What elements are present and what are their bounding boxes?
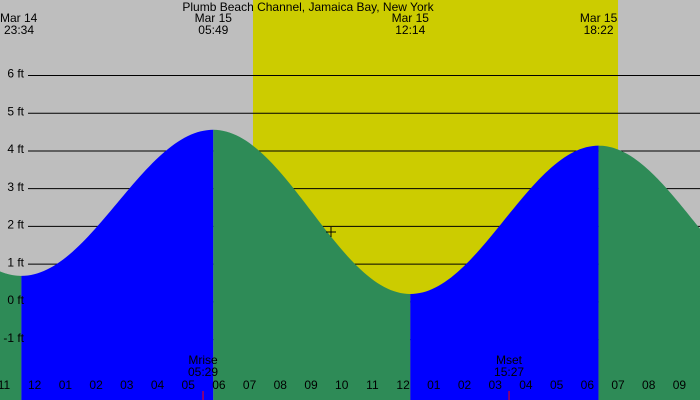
moon-time: 05:29: [188, 365, 218, 379]
y-tick-label: 6 ft: [7, 67, 24, 81]
y-tick-label: 1 ft: [7, 255, 24, 269]
x-tick-label: 12: [28, 378, 42, 392]
x-tick-label: 04: [151, 378, 165, 392]
falling-tide: [0, 271, 22, 400]
x-tick-label: 05: [550, 378, 564, 392]
tide-date: Mar 15: [392, 11, 430, 25]
chart-title: Plumb Beach Channel, Jamaica Bay, New Yo…: [182, 0, 434, 14]
x-tick-label: 06: [212, 378, 226, 392]
rising-tide: [21, 129, 214, 400]
x-tick-label: 07: [611, 378, 625, 392]
x-tick-label: 02: [458, 378, 472, 392]
x-tick-label: 11: [0, 378, 11, 392]
moon-event: Mset: [496, 353, 523, 367]
y-tick-label: 3 ft: [7, 180, 24, 194]
cursor-marker: [326, 227, 336, 237]
x-tick-label: 03: [120, 378, 134, 392]
x-tick-label: 03: [489, 378, 503, 392]
y-tick-label: 4 ft: [7, 142, 24, 156]
falling-tide: [213, 129, 411, 400]
tide-date: Mar 15: [580, 11, 618, 25]
x-tick-label: 02: [89, 378, 103, 392]
tide-time: 23:34: [4, 23, 34, 37]
x-tick-label: 10: [335, 378, 349, 392]
x-tick-label: 01: [59, 378, 73, 392]
tide-time: 12:14: [395, 23, 425, 37]
x-tick-label: 07: [243, 378, 257, 392]
y-tick-label: 0 ft: [7, 293, 24, 307]
tide-time: 18:22: [584, 23, 614, 37]
y-tick-label: 5 ft: [7, 104, 24, 118]
tide-time: 05:49: [198, 23, 228, 37]
y-tick-label: -1 ft: [3, 331, 24, 345]
tide-date: Mar 14: [0, 11, 38, 25]
x-tick-label: 09: [673, 378, 687, 392]
moon-event: Mrise: [188, 353, 218, 367]
x-tick-label: 05: [182, 378, 196, 392]
falling-tide: [598, 145, 700, 400]
x-tick-label: 12: [396, 378, 410, 392]
x-tick-label: 11: [366, 378, 379, 392]
x-tick-label: 08: [274, 378, 288, 392]
x-tick-label: 04: [519, 378, 533, 392]
y-tick-label: 2 ft: [7, 218, 24, 232]
moon-time: 15:27: [494, 365, 524, 379]
tide-date: Mar 15: [195, 11, 233, 25]
x-tick-label: 08: [642, 378, 656, 392]
x-tick-label: 01: [427, 378, 441, 392]
x-tick-label: 06: [581, 378, 595, 392]
x-tick-label: 09: [304, 378, 318, 392]
rising-tide: [410, 145, 599, 400]
